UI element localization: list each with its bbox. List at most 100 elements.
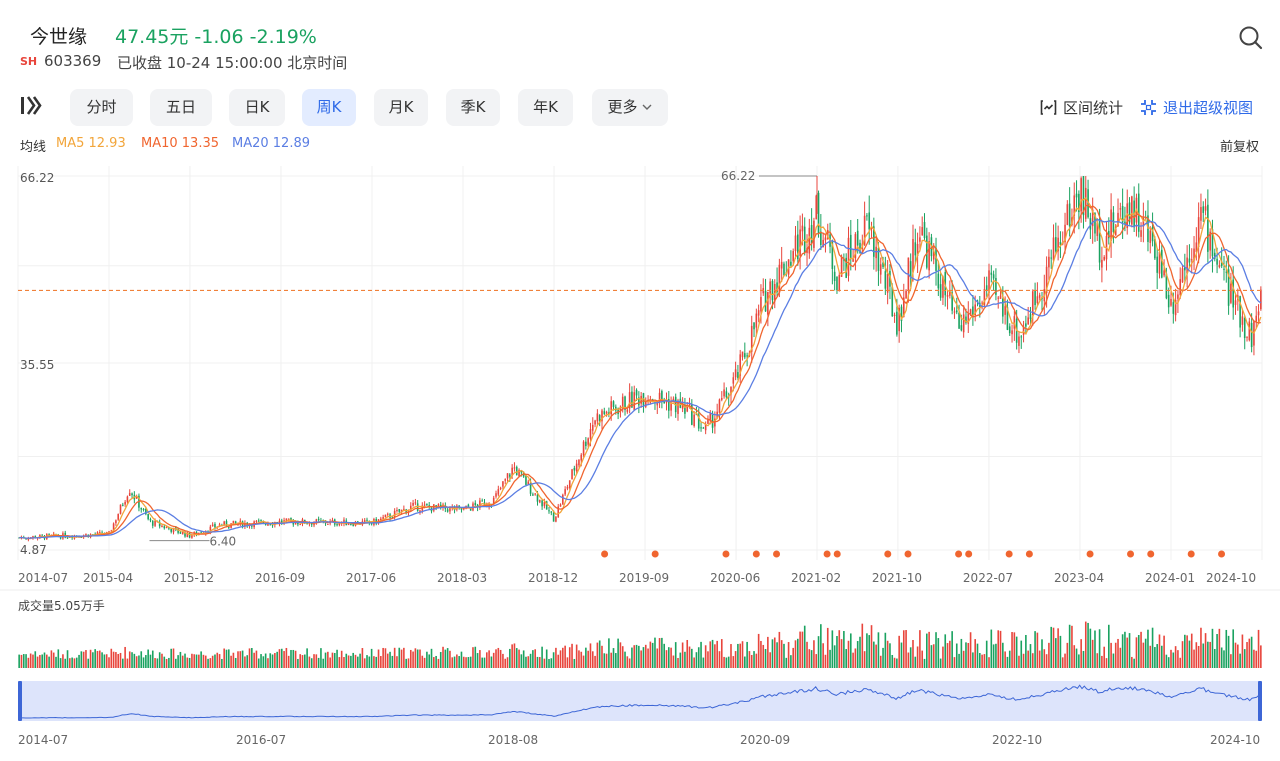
volume-bar (350, 655, 352, 668)
tab-monthly-k[interactable]: 月K (374, 89, 428, 126)
volume-bar (85, 650, 87, 668)
volume-bar (557, 654, 560, 668)
volume-bar (172, 648, 175, 668)
volume-bar (163, 656, 166, 668)
candle-body (1154, 238, 1156, 259)
exit-super-view-button[interactable]: 退出超级视图 (1140, 97, 1253, 118)
candle-body (949, 291, 951, 296)
candle-body (912, 238, 914, 273)
volume-bar (702, 657, 705, 668)
volume-bar (806, 641, 808, 668)
candle-body (718, 399, 721, 413)
candle-body (338, 523, 341, 526)
search-icon[interactable] (1238, 25, 1264, 51)
event-marker (752, 550, 760, 558)
volume-bar (582, 655, 585, 668)
volume-bar (1255, 650, 1258, 668)
x-axis-label: 2014-07 (18, 571, 68, 585)
volume-bar (416, 649, 419, 668)
candle-body (1211, 229, 1214, 257)
volume-bar (831, 630, 834, 668)
candle-body (131, 493, 133, 496)
candle-body (502, 481, 504, 487)
candle-body (700, 427, 702, 429)
candle-body (71, 536, 73, 538)
market-status: 已收盘 10-24 15:00:00 北京时间 (117, 54, 348, 72)
volume-bar (287, 655, 290, 668)
candle-body (817, 192, 820, 234)
candle-body (423, 504, 426, 506)
candle-body (598, 415, 601, 423)
volume-bar (1050, 626, 1053, 668)
volume-bar (1066, 642, 1069, 668)
tab-quarterly-k[interactable]: 季K (446, 89, 500, 126)
volume-bar (1181, 641, 1184, 668)
candle-body (709, 413, 712, 421)
candle-body (769, 281, 771, 295)
candle-body (564, 489, 566, 495)
volume-bar (893, 657, 896, 668)
candle-body (946, 295, 949, 297)
candle-body (545, 501, 548, 510)
candle-body (778, 264, 781, 293)
candle-body (656, 402, 659, 406)
candle-body (511, 467, 513, 476)
volume-bar (511, 644, 513, 668)
navigator-date-label: 2018-08 (488, 733, 538, 747)
tab-weekly-k[interactable]: 周K (302, 89, 356, 126)
volume-bar (720, 639, 723, 668)
navigator-date-label: 2016-07 (236, 733, 286, 747)
ma10-line (19, 204, 1261, 539)
volume-bar (727, 656, 730, 668)
volume-bar (799, 631, 801, 668)
tab-yearly-k[interactable]: 年K (518, 89, 573, 126)
volume-bar (135, 656, 138, 668)
adjust-mode-button[interactable]: 前复权 (1220, 140, 1260, 155)
x-axis-label: 2018-12 (528, 571, 578, 585)
tab-more[interactable]: 更多 (592, 89, 668, 126)
candle-body (1172, 302, 1175, 314)
candle-body (983, 289, 986, 305)
candle-body (96, 532, 99, 535)
tab-intraday[interactable]: 分时 (70, 89, 133, 126)
candle-body (658, 392, 661, 403)
volume-bar (1022, 653, 1025, 668)
candle-body (181, 532, 184, 535)
candle-body (697, 414, 700, 429)
volume-bar (304, 654, 306, 668)
candle-body (1038, 294, 1041, 298)
volume-bar (396, 656, 398, 668)
volume-bar (308, 656, 311, 668)
volume-bar (1112, 653, 1115, 668)
volume-bar (760, 640, 762, 668)
candle-body (1066, 204, 1069, 225)
candle-body (603, 411, 606, 415)
volume-bar (714, 644, 716, 668)
candle-body (398, 509, 401, 512)
candle-body (1064, 224, 1066, 243)
volume-bar (932, 644, 935, 668)
volume-bar (868, 635, 871, 668)
volume-bar (1013, 632, 1016, 668)
candle-body (942, 276, 944, 298)
volume-bar (398, 647, 401, 668)
volume-bar (663, 643, 665, 668)
candle-body (1179, 279, 1182, 296)
volume-bar (723, 656, 725, 668)
candle-body (509, 474, 511, 477)
volume-bar (1211, 628, 1214, 668)
volume-bar (1055, 638, 1057, 668)
candle-body (882, 262, 884, 267)
interval-stats-button[interactable]: 区间统计 (1040, 97, 1123, 118)
candle-body (951, 292, 953, 311)
volume-bar (978, 652, 981, 668)
volume-bar (796, 638, 799, 668)
candle-body (1059, 241, 1062, 245)
volume-bar (89, 649, 92, 668)
tab-five-day[interactable]: 五日 (150, 89, 212, 126)
volume-bar (1246, 642, 1248, 668)
volume-bar (822, 643, 824, 668)
tab-daily-k[interactable]: 日K (229, 89, 285, 126)
candle-body (382, 517, 384, 520)
